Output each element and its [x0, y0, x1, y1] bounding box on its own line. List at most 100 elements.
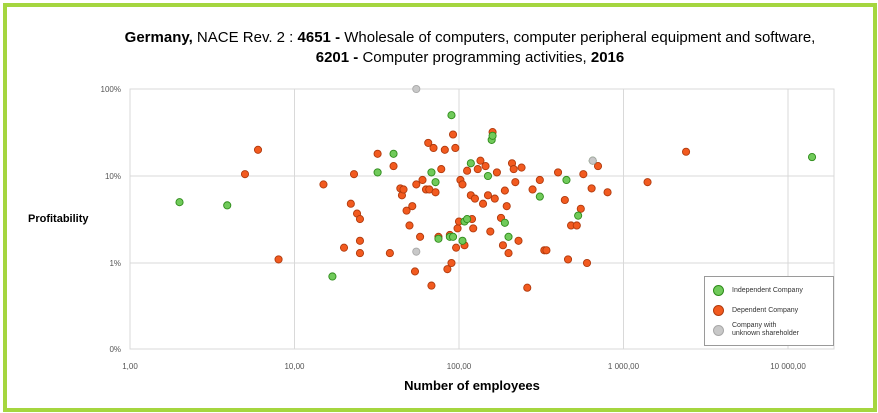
plot-area — [129, 88, 835, 350]
point-dependent — [451, 143, 460, 153]
point-independent — [500, 218, 509, 227]
point-dependent — [429, 143, 438, 153]
x-tick-label: 10 000,00 — [770, 362, 806, 371]
point-dependent — [469, 224, 478, 233]
title-line2-segment-0: 6201 - — [315, 49, 359, 66]
legend-label-independent: Independent Company — [732, 286, 803, 294]
point-independent — [488, 131, 497, 140]
point-independent — [458, 236, 467, 245]
legend-dot-dependent — [713, 305, 724, 316]
point-independent — [434, 234, 443, 243]
legend-item-independent: Independent Company — [713, 285, 803, 296]
point-dependent — [470, 194, 479, 203]
point-dependent — [453, 224, 462, 233]
legend-item-dependent: Dependent Company — [713, 305, 798, 316]
point-dependent — [502, 202, 511, 211]
point-dependent — [410, 267, 420, 276]
point-dependent — [576, 204, 585, 213]
point-dependent — [509, 165, 518, 174]
point-independent — [175, 198, 184, 207]
point-dependent — [458, 180, 467, 189]
point-dependent — [486, 227, 495, 236]
x-tick-label: 10,00 — [284, 362, 305, 371]
point-dependent — [399, 185, 408, 194]
point-dependent — [355, 236, 365, 245]
title-line2-segment-1: Computer programming activities, — [358, 49, 591, 66]
point-dependent — [463, 166, 472, 175]
title-line2-segment-2: 2016 — [590, 49, 625, 66]
point-dependent — [535, 175, 544, 185]
point-independent — [574, 211, 583, 220]
point-independent — [373, 168, 382, 177]
point-dependent — [402, 206, 411, 215]
legend-item-unknown: Company with unknown shareholder — [713, 322, 799, 338]
point-dependent — [412, 180, 421, 189]
point-independent — [223, 201, 232, 210]
x-tick-label: 100,00 — [447, 362, 472, 371]
point-dependent — [481, 162, 490, 171]
point-dependent — [643, 178, 652, 187]
point-dependent — [443, 265, 452, 274]
point-dependent — [483, 191, 493, 200]
point-dependent — [500, 186, 509, 195]
point-dependent — [319, 180, 328, 189]
y-tick-label: 1% — [109, 259, 121, 268]
point-dependent — [274, 255, 283, 264]
point-unknown — [588, 156, 597, 165]
point-dependent — [452, 243, 461, 252]
point-independent — [483, 171, 493, 181]
legend-label-unknown: Company with unknown shareholder — [732, 322, 799, 338]
point-independent — [427, 168, 436, 177]
point-dependent — [416, 232, 425, 241]
point-independent — [504, 232, 513, 241]
y-tick-label: 10% — [105, 172, 121, 181]
x-tick-label: 1 000,00 — [608, 362, 640, 371]
point-dependent — [490, 194, 499, 203]
point-dependent — [504, 249, 513, 258]
point-dependent — [405, 221, 414, 230]
point-dependent — [582, 258, 592, 268]
point-dependent — [603, 188, 612, 197]
legend-label-unknown-line2: unknown shareholder — [732, 330, 799, 337]
point-dependent — [253, 145, 263, 154]
legend: Independent Company Dependent Company Co… — [704, 276, 834, 346]
legend-label-unknown-line1: Company with — [732, 322, 777, 329]
point-dependent — [553, 168, 563, 177]
point-independent — [328, 272, 337, 281]
point-independent — [463, 215, 472, 224]
point-dependent — [492, 168, 501, 177]
point-dependent — [418, 175, 427, 185]
point-independent — [535, 192, 544, 201]
chart-title: Germany, NACE Rev. 2 : 4651 - Wholesale … — [0, 28, 878, 68]
point-dependent — [523, 283, 532, 292]
title-line1-segment-1: NACE Rev. 2 : — [192, 29, 298, 46]
point-dependent — [373, 149, 382, 158]
x-axis-title: Number of employees — [404, 378, 540, 393]
title-line-1: Germany, NACE Rev. 2 : 4651 - Wholesale … — [0, 28, 878, 48]
title-line1-segment-2: 4651 - — [297, 29, 341, 46]
point-dependent — [560, 195, 569, 205]
x-tick-label: 1,00 — [122, 362, 138, 371]
point-dependent — [447, 258, 456, 268]
point-dependent — [473, 165, 482, 174]
y-axis-title: Profitability — [28, 213, 89, 225]
point-dependent — [511, 178, 520, 187]
point-dependent — [427, 281, 436, 290]
point-dependent — [478, 199, 488, 208]
point-dependent — [349, 170, 359, 179]
title-line-2: 6201 - Computer programming activities, … — [0, 48, 878, 68]
point-dependent — [572, 221, 581, 230]
point-dependent — [579, 170, 588, 179]
point-independent — [389, 149, 398, 158]
legend-dot-independent — [713, 285, 724, 296]
point-dependent — [431, 188, 440, 197]
point-dependent — [498, 241, 507, 250]
y-tick-label: 100% — [101, 85, 121, 94]
title-line1-segment-3: Wholesale of computers, computer periphe… — [340, 29, 816, 46]
point-dependent — [240, 170, 250, 179]
point-dependent — [476, 156, 485, 165]
point-unknown — [412, 84, 421, 94]
point-independent — [807, 153, 817, 162]
point-dependent — [385, 249, 394, 258]
